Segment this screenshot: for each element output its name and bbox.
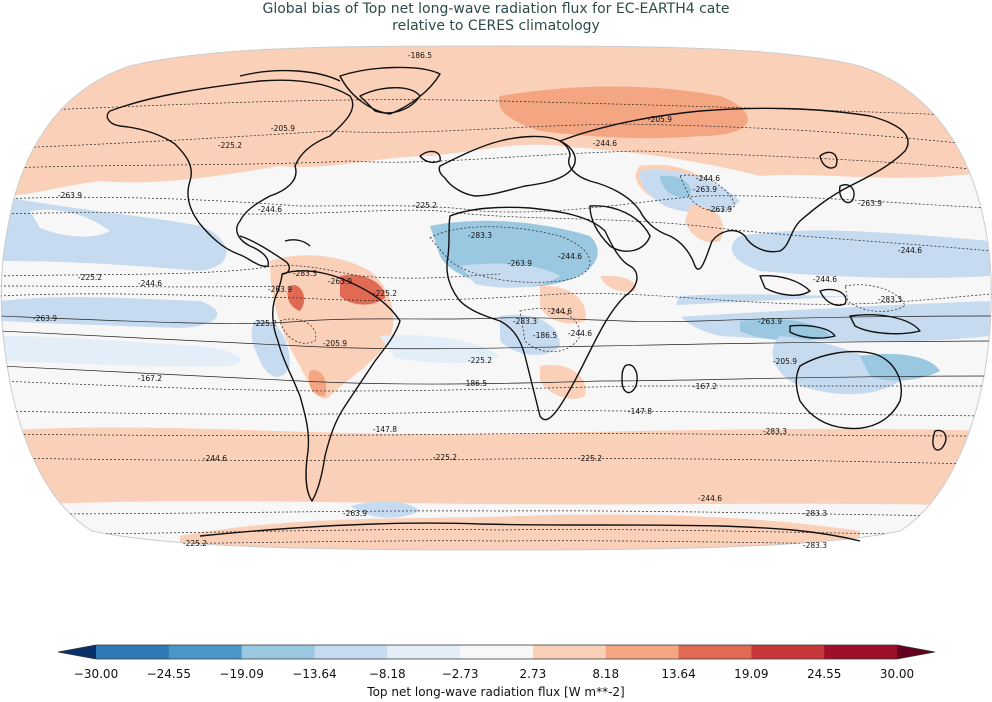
contour-label: -263.9 [708,205,732,214]
contour-label: -244.6 [548,307,572,316]
colorbar [57,644,936,660]
colorbar-segment [678,645,752,659]
contour-label: -283.3 [878,295,902,304]
colorbar-segment [460,645,534,659]
colorbar-extend-high [897,645,935,659]
colorbar-segment [96,645,170,659]
contour-label: -244.6 [698,494,722,503]
world-map: -186.5 -205.9 -205.9 -225.2 -244.6 -263.9 -244… [0,45,992,551]
contour-label: -244.6 [138,279,162,288]
contour-label: -283.3 [513,317,537,326]
colorbar-tick-label: −8.18 [368,667,406,681]
contour-label: -283.3 [763,427,787,436]
contour-label: -263.9 [328,277,352,286]
contour-label: -283.3 [803,541,827,550]
contour-label: -244.6 [558,252,582,261]
contour-label: -263.9 [758,317,782,326]
chart-title-line2: relative to CERES climatology [392,18,600,34]
colorbar-extend-low [58,645,96,659]
colorbar-segment [824,645,898,659]
bias-field [1,46,992,550]
contour-label: -186.5 [463,379,487,388]
colorbar-segment [387,645,461,659]
colorbar-tick-label: −24.55 [146,667,192,681]
colorbar-tick-label: 19.09 [734,667,769,681]
contour-label: -225.2 [578,454,602,463]
contour-label: -225.2 [183,539,207,548]
colorbar-segment [168,645,243,659]
contour-label: -225.2 [218,141,242,150]
contour-label: -244.6 [258,205,282,214]
chart-title-line1: Global bias of Top net long-wave radiati… [262,1,730,17]
contour-label: -147.8 [373,425,397,434]
contour-label: -263.9 [58,191,82,200]
contour-label: -263.9 [858,199,882,208]
contour-label: -283.3 [468,231,492,240]
colorbar-tick-label: 8.18 [592,667,620,681]
colorbar-outline [57,644,936,660]
contour-label: -244.6 [898,246,922,255]
contour-label: -225.2 [413,201,437,210]
colorbar-tick-label: 13.64 [661,667,696,681]
contour-label: -225.2 [433,453,457,462]
contour-label: -263.9 [33,314,57,323]
contour-label: -205.9 [648,115,672,124]
colorbar-tick-label: 2.73 [519,667,547,681]
colorbar-tick-label: −19.09 [219,667,264,681]
contour-label: -167.2 [693,382,717,391]
colorbar-tick-label: −13.64 [292,667,337,681]
colorbar-tick-label: −2.73 [441,667,479,681]
contour-label: -283.3 [293,269,317,278]
contour-label: -244.6 [593,139,617,148]
colorbar-tick-label: 24.55 [806,667,842,681]
contour-label: -244.6 [203,454,227,463]
contour-label: -263.9 [693,185,717,194]
colorbar-segment [751,645,825,659]
contour-label: -244.6 [813,275,837,284]
colorbar-label: Top net long-wave radiation flux [W m**-… [367,685,625,699]
contour-label: -244.6 [696,174,720,183]
contour-label: -225.2 [373,289,397,298]
contour-labels: -186.5 -205.9 -205.9 -225.2 -244.6 -263.9 -244… [33,51,922,550]
contour-label: -186.5 [408,51,432,60]
colorbar-segment [605,645,680,659]
contour-label: -205.9 [773,357,797,366]
colorbar-segment [241,645,315,659]
colorbar-tick-label: −30.00 [73,667,119,681]
coastlines [106,66,947,542]
contour-label: -263.9 [508,259,532,268]
contour-label: -225.2 [78,273,102,282]
contour-label: -225.2 [468,356,492,365]
contour-label: -186.5 [533,331,557,340]
contour-label: -147.8 [628,407,652,416]
contour-label: -244.6 [568,329,592,338]
contour-label: -205.9 [271,124,295,133]
contour-label: -205.9 [323,339,347,348]
colorbar-segment [314,645,388,659]
colorbar-segment [532,645,607,659]
contour-label: -225.2 [253,319,277,328]
contour-label: -283.3 [803,509,827,518]
contour-label: -263.9 [343,509,367,518]
colorbar-tick-label: 30.00 [879,667,915,681]
contour-label: -263.9 [268,285,292,294]
contour-label: -167.2 [138,374,162,383]
